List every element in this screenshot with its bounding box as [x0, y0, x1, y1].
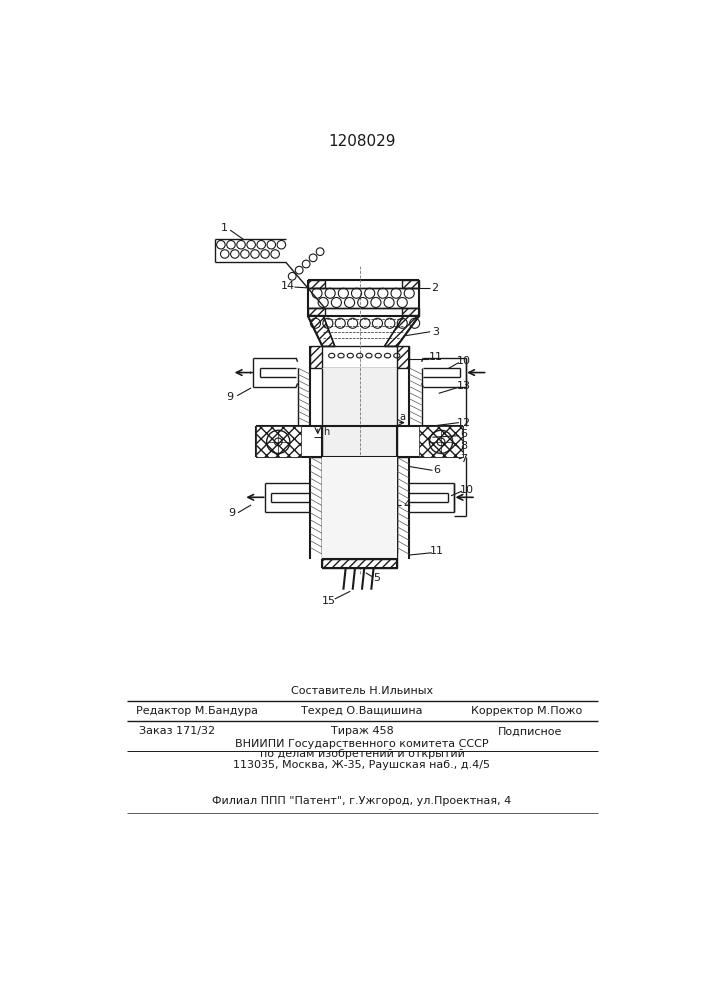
Text: 10: 10: [457, 356, 470, 366]
Bar: [322, 559, 397, 568]
Text: 5: 5: [373, 573, 380, 583]
Text: Техред О.Ващишина: Техред О.Ващишина: [301, 706, 423, 716]
Text: Заказ 171/32: Заказ 171/32: [139, 726, 216, 736]
Polygon shape: [308, 316, 335, 346]
Text: Тираж 458: Тираж 458: [331, 726, 393, 736]
Text: 3: 3: [432, 327, 439, 337]
Text: 15: 15: [322, 596, 336, 606]
Text: 1: 1: [221, 223, 228, 233]
Text: 1208029: 1208029: [328, 134, 396, 149]
Text: 11: 11: [428, 352, 443, 362]
Polygon shape: [385, 316, 419, 346]
Text: ВНИИПИ Государственного комитета СССР: ВНИИПИ Государственного комитета СССР: [235, 739, 489, 749]
Text: 4: 4: [403, 500, 410, 510]
Text: a: a: [399, 412, 405, 422]
Bar: [308, 308, 325, 316]
Text: Подписное: Подписное: [498, 726, 562, 736]
Text: 2: 2: [431, 283, 438, 293]
Text: 11: 11: [430, 546, 444, 556]
Text: Составитель Н.Ильиных: Составитель Н.Ильиных: [291, 686, 433, 696]
Bar: [308, 280, 325, 288]
Text: Корректор М.Пожо: Корректор М.Пожо: [471, 706, 582, 716]
Text: 9: 9: [228, 508, 235, 518]
Bar: [256, 426, 300, 457]
Bar: [419, 426, 464, 457]
Text: 9: 9: [227, 392, 234, 402]
Text: 12: 12: [457, 418, 471, 428]
Text: 13: 13: [457, 381, 470, 391]
Bar: [397, 346, 409, 368]
Bar: [402, 308, 419, 316]
Text: 113035, Москва, Ж-35, Раушская наб., д.4/5: 113035, Москва, Ж-35, Раушская наб., д.4…: [233, 760, 491, 770]
Bar: [322, 457, 397, 559]
Bar: [402, 280, 419, 288]
Text: h: h: [323, 427, 329, 437]
Text: Филиал ППП "Патент", г.Ужгород, ул.Проектная, 4: Филиал ППП "Патент", г.Ужгород, ул.Проек…: [212, 796, 512, 806]
Text: Редактор М.Бандура: Редактор М.Бандура: [136, 706, 258, 716]
Text: 10: 10: [460, 485, 474, 495]
Text: 14: 14: [281, 281, 296, 291]
Text: 7: 7: [460, 454, 467, 464]
Bar: [310, 346, 322, 368]
Text: 6: 6: [460, 429, 467, 439]
Bar: [322, 368, 397, 553]
Text: по делам изобретений и открытий: по делам изобретений и открытий: [259, 749, 464, 759]
Text: 8: 8: [460, 441, 467, 451]
Text: 6: 6: [433, 465, 440, 475]
